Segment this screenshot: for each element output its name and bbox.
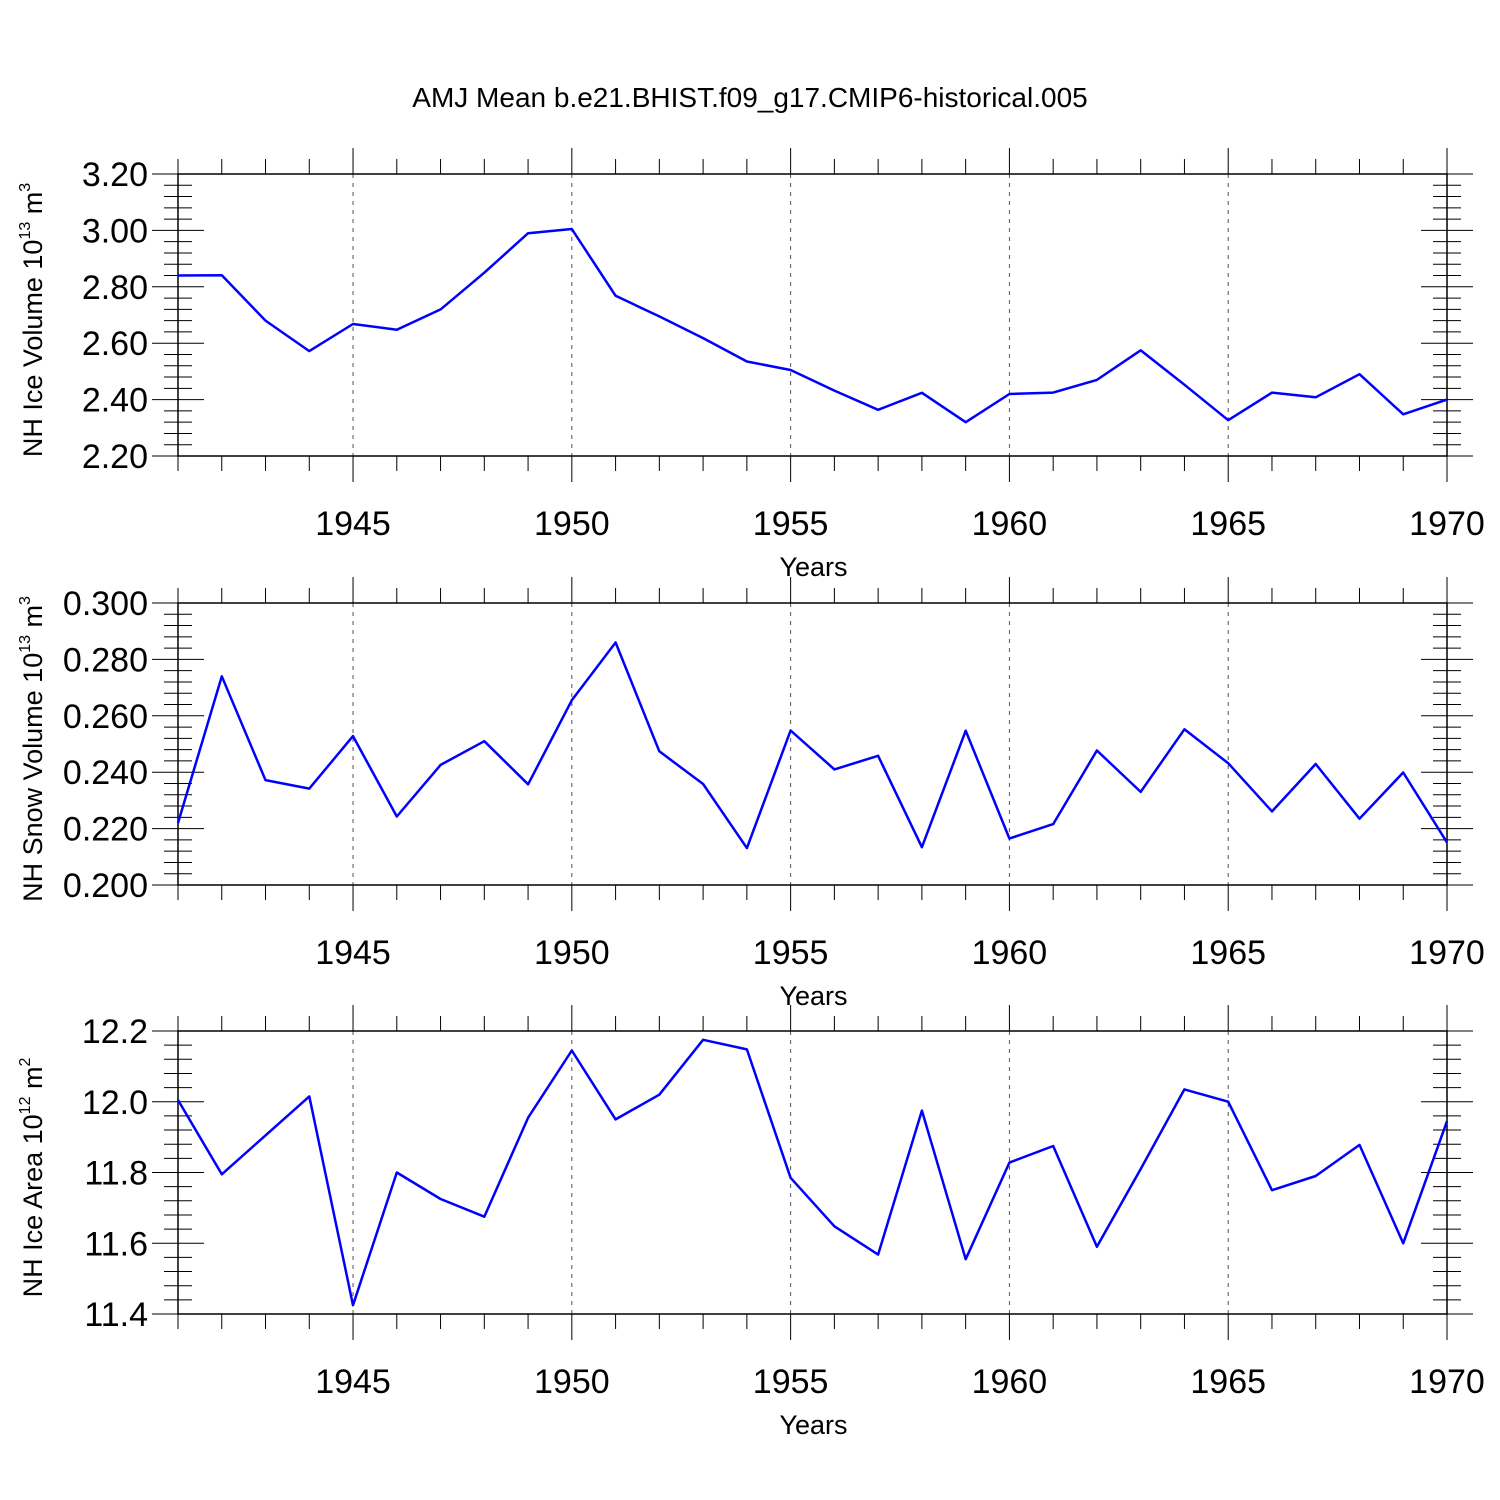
x-tick-label: 1965	[1190, 1363, 1266, 1401]
figure-title: AMJ Mean b.e21.BHIST.f09_g17.CMIP6-histo…	[412, 82, 1088, 113]
plot-frame	[177, 602, 1448, 886]
x-tick-label: 1945	[315, 505, 391, 543]
x-tick-label: 1955	[753, 934, 829, 972]
y-axis-title-main: NH Ice Volume 10	[18, 240, 48, 458]
y-axis-title-unit-exp: 3	[17, 596, 34, 605]
x-tick-label: 1970	[1409, 1363, 1485, 1401]
x-tick-label: 1965	[1190, 505, 1266, 543]
y-axis-title: NH Ice Area 1012 m2	[17, 1058, 48, 1298]
x-tick-label: 1960	[972, 505, 1048, 543]
y-axis-title-main: NH Snow Volume 10	[18, 653, 48, 902]
y-tick-label: 12.0	[82, 1084, 148, 1122]
x-tick-label: 1960	[972, 934, 1048, 972]
x-tick-label: 1950	[534, 1363, 610, 1401]
x-tick-label: 1955	[753, 1363, 829, 1401]
panel-2: 0.200 0.220 0.240 0.260 0.280 0.300 1945 1950 19…	[17, 577, 1485, 1011]
x-tick-label: 1945	[315, 934, 391, 972]
y-tick-label: 11.6	[84, 1225, 148, 1263]
x-tick-label: 1950	[534, 934, 610, 972]
y-tick-label: 0.220	[63, 811, 148, 849]
y-tick-label: 3.00	[82, 212, 148, 250]
y-axis-title-exp: 13	[17, 222, 34, 240]
y-tick-label: 2.80	[82, 269, 148, 307]
y-tick-label: 0.280	[63, 641, 148, 679]
series-line	[176, 1038, 1449, 1307]
y-tick-label: 0.200	[63, 867, 148, 905]
y-axis-title-unit: m	[18, 192, 48, 222]
y-tick-label: 2.40	[82, 382, 148, 420]
x-axis-title: Years	[779, 981, 847, 1011]
x-axis-title: Years	[779, 1410, 847, 1440]
panel-1: 2.20 2.40 2.60 2.80 3.00 3.20 1945 1950 1955 1960…	[17, 148, 1485, 582]
y-axis-title-unit-exp: 2	[17, 1058, 34, 1067]
x-tick-label: 1950	[534, 505, 610, 543]
y-axis-title-unit: m	[18, 605, 48, 635]
y-axis-title-exp: 12	[17, 1096, 34, 1114]
x-tick-label: 1955	[753, 505, 829, 543]
y-tick-label: 12.2	[82, 1013, 148, 1051]
x-tick-label: 1970	[1409, 934, 1485, 972]
plot-frame	[177, 1030, 1448, 1315]
y-axis-title: NH Snow Volume 1013 m3	[17, 596, 48, 902]
x-tick-label: 1965	[1190, 934, 1266, 972]
y-axis-title-main: NH Ice Area 10	[18, 1114, 48, 1297]
y-axis-title: NH Ice Volume 1013 m3	[17, 183, 48, 457]
series-line	[176, 641, 1449, 850]
y-tick-label: 11.8	[84, 1155, 148, 1193]
x-tick-label: 1970	[1409, 505, 1485, 543]
x-tick-label: 1960	[972, 1363, 1048, 1401]
y-tick-label: 3.20	[82, 156, 148, 194]
y-tick-label: 2.20	[82, 438, 148, 476]
x-axis-title: Years	[779, 552, 847, 582]
y-axis-title-unit-exp: 3	[17, 183, 34, 192]
y-tick-label: 0.300	[63, 585, 148, 623]
y-axis-title-exp: 13	[17, 635, 34, 653]
y-tick-label: 11.4	[84, 1296, 148, 1334]
series-line	[177, 227, 1448, 424]
y-tick-label: 0.240	[63, 754, 148, 792]
y-axis-title-unit: m	[18, 1067, 48, 1097]
y-tick-label: 2.60	[82, 325, 148, 363]
x-tick-label: 1945	[315, 1363, 391, 1401]
panel-3: 11.4 11.6 11.8 12.0 12.2 1945 1950 1955 1960 1965…	[17, 1005, 1485, 1440]
plot-frame	[177, 173, 1448, 457]
y-tick-label: 0.260	[63, 698, 148, 736]
